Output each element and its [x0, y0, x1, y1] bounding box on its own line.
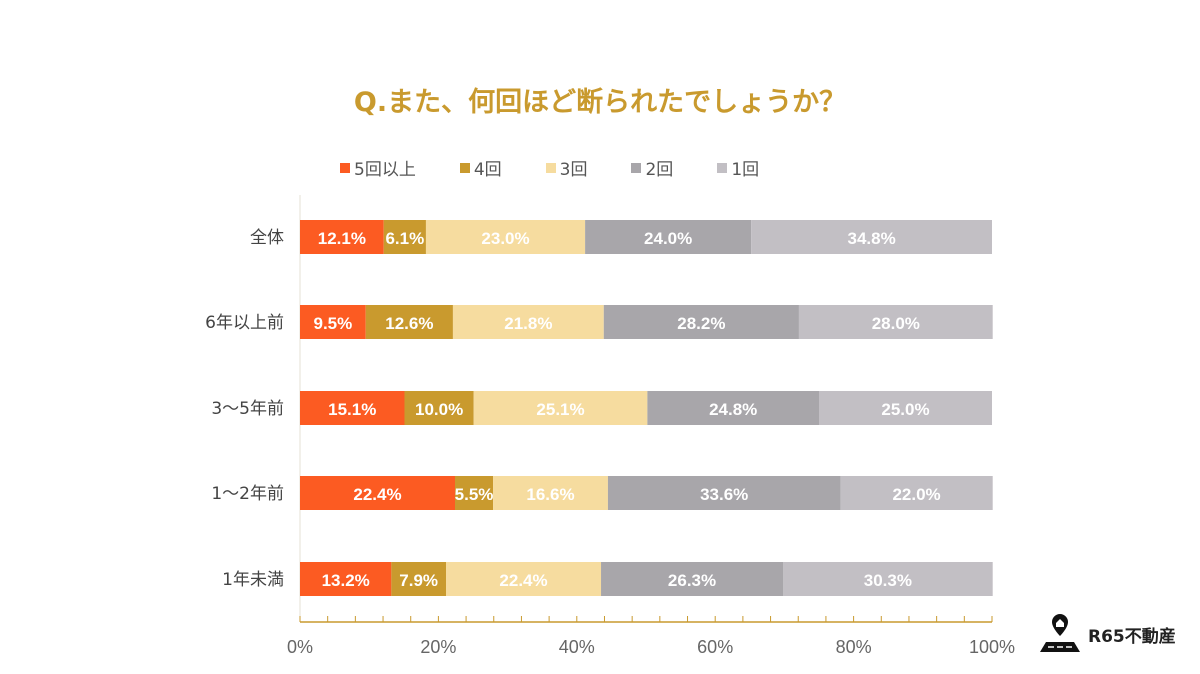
data-label: 28.2%	[677, 314, 725, 333]
legend-swatch	[340, 162, 350, 173]
chart-title: Q.また、何回ほど断られたでしょうか？	[353, 87, 847, 118]
data-label: 7.9%	[399, 571, 438, 590]
legend-label: 3回	[559, 160, 588, 180]
data-label: 24.8%	[709, 400, 757, 419]
data-label: 24.0%	[644, 229, 692, 248]
data-label: 25.1%	[536, 400, 584, 419]
x-tick-label: 80%	[836, 637, 872, 657]
bar-segment	[751, 220, 992, 254]
data-label: 22.4%	[499, 571, 547, 590]
x-tick-label: 20%	[420, 637, 456, 657]
bar-segment	[473, 391, 648, 425]
bar-segment	[300, 391, 405, 425]
data-label: 23.0%	[481, 229, 529, 248]
category-label: 1年未満	[222, 570, 284, 590]
legend-label: 4回	[473, 160, 502, 180]
bar-segment	[300, 476, 456, 510]
data-label: 12.6%	[385, 314, 433, 333]
category-label: 6年以上前	[205, 313, 284, 333]
x-tick-label: 0%	[287, 637, 313, 657]
bar-segment	[783, 562, 993, 596]
bar-segment	[365, 305, 453, 339]
x-tick-label: 40%	[559, 637, 595, 657]
bar-segment	[585, 220, 752, 254]
bar-segment	[455, 476, 494, 510]
category-label: 1〜2年前	[211, 484, 284, 504]
logo: R65不動産	[1036, 612, 1176, 656]
x-tick-label: 60%	[697, 637, 733, 657]
bar-segment	[383, 220, 426, 254]
legend: 5回以上 4回 3回 2回 1回	[340, 155, 759, 180]
bar-segment	[452, 305, 604, 339]
category-label: 3〜5年前	[211, 399, 284, 419]
legend-item: 4回	[459, 155, 502, 180]
data-label: 25.0%	[881, 400, 929, 419]
data-label: 30.3%	[864, 571, 912, 590]
data-label: 22.4%	[353, 485, 401, 504]
map-pin-road-icon	[1040, 614, 1080, 652]
x-tick-label: 100%	[969, 637, 1015, 657]
legend-item: 5回以上	[340, 155, 416, 180]
data-label: 12.1%	[318, 229, 366, 248]
legend-swatch	[717, 162, 728, 173]
data-label: 6.1%	[385, 229, 424, 248]
data-label: 22.0%	[892, 485, 940, 504]
bar-segment	[607, 476, 841, 510]
bar-segment	[300, 305, 366, 339]
bar-segment	[446, 562, 602, 596]
data-label: 10.0%	[415, 400, 463, 419]
bar-segment	[647, 391, 819, 425]
bar-segment	[391, 562, 447, 596]
bar-segment	[425, 220, 586, 254]
legend-swatch	[631, 162, 642, 173]
bar-segment	[404, 391, 474, 425]
bar-segment	[493, 476, 608, 510]
bar-segment	[601, 562, 784, 596]
bar-segment	[819, 391, 992, 425]
legend-label: 5回以上	[354, 160, 416, 180]
legend-swatch	[459, 162, 470, 173]
data-label: 15.1%	[328, 400, 376, 419]
legend-swatch	[545, 162, 556, 173]
legend-item: 1回	[717, 155, 759, 180]
data-label: 16.6%	[526, 485, 574, 504]
legend-label: 2回	[645, 160, 674, 180]
data-label: 34.8%	[847, 229, 895, 248]
bar-segment	[840, 476, 993, 510]
bar-segment	[300, 220, 384, 254]
legend-label: 1回	[731, 160, 760, 180]
data-label: 13.2%	[322, 571, 370, 590]
data-label: 26.3%	[668, 571, 716, 590]
data-label: 5.5%	[455, 485, 494, 504]
bar-segment	[300, 562, 392, 596]
logo-text: R65不動産	[1088, 626, 1176, 647]
bar-segment	[798, 305, 993, 339]
data-label: 33.6%	[700, 485, 748, 504]
bar-segment	[603, 305, 799, 339]
legend-item: 3回	[545, 155, 588, 180]
legend-item: 2回	[631, 155, 673, 180]
category-label: 全体	[250, 228, 284, 248]
data-label: 21.8%	[504, 314, 552, 333]
data-label: 28.0%	[872, 314, 920, 333]
data-label: 9.5%	[313, 314, 352, 333]
